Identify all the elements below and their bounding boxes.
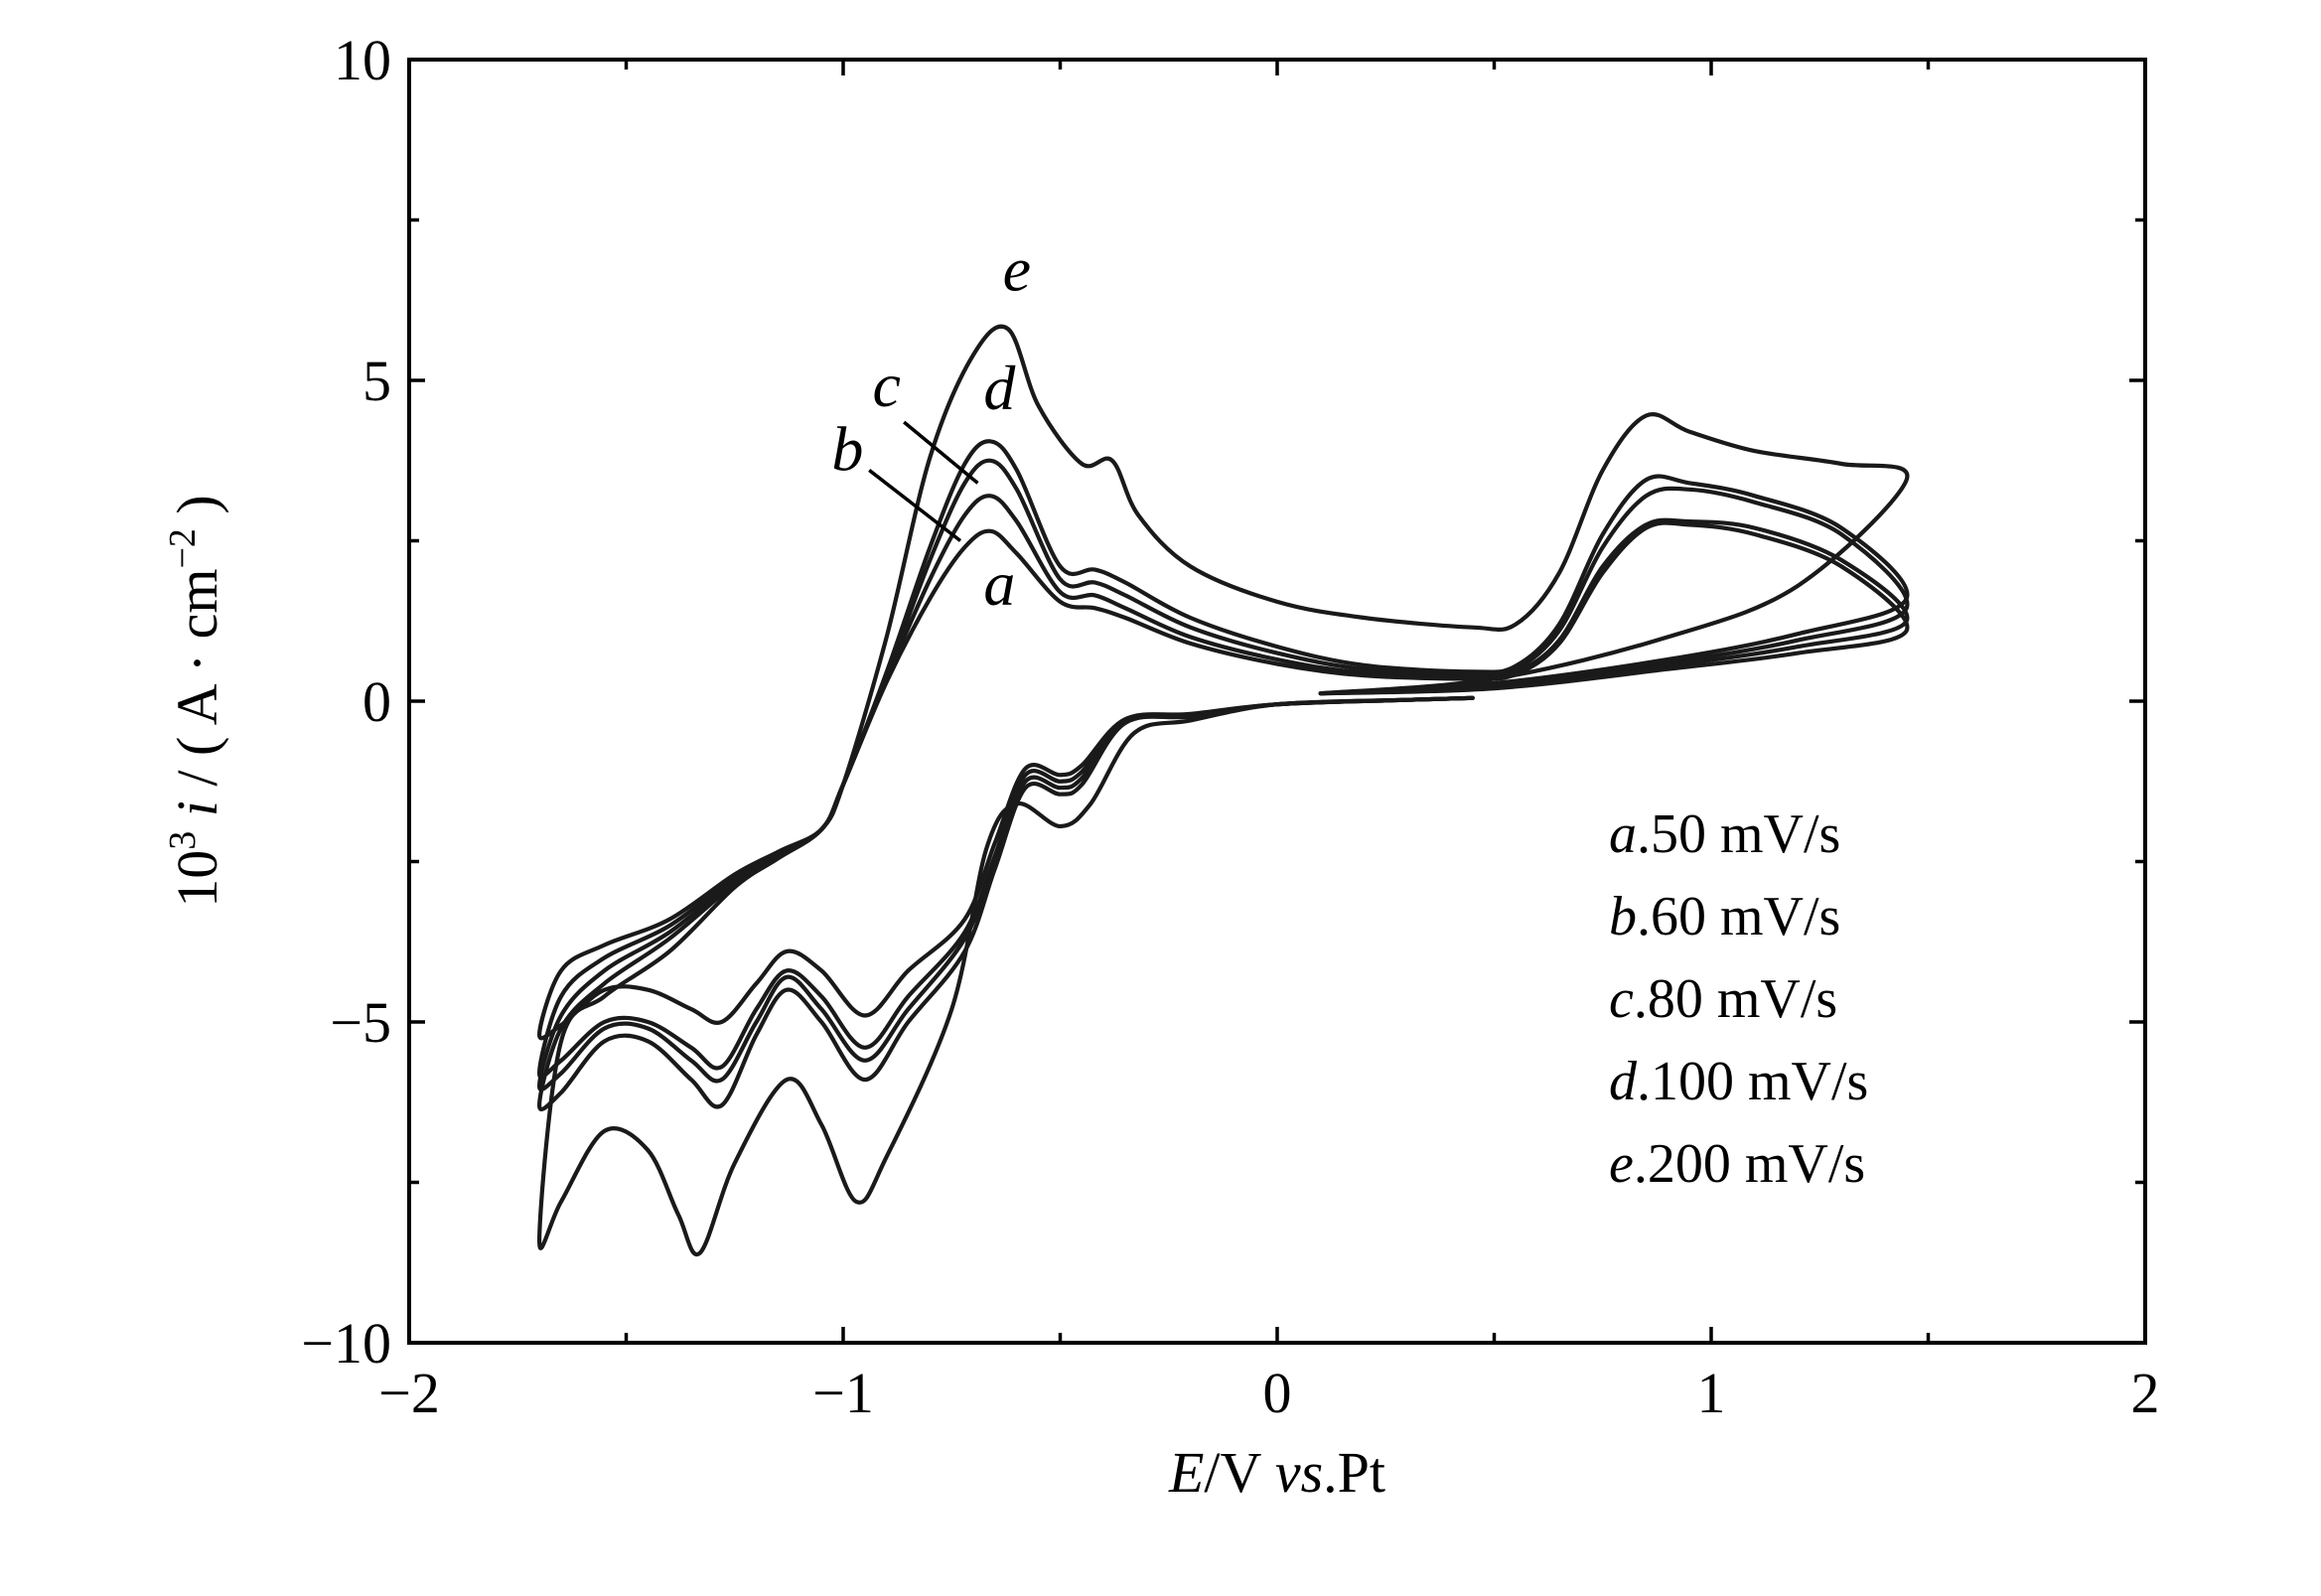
x-tick-label: 2 [2131, 1361, 2160, 1425]
legend: a.50 mV/sb.60 mV/sc.80 mV/sd.100 mV/se.2… [1609, 803, 1868, 1195]
curve-label-d: d [983, 353, 1016, 423]
x-tick-label: 0 [1263, 1361, 1292, 1425]
curve-labels: ed cb a [831, 234, 1031, 620]
y-tick-label: 10 [334, 28, 391, 92]
x-axis-title-unit: /V [1204, 1440, 1274, 1505]
leader-line-b [868, 469, 962, 542]
y-tick-label: −5 [330, 990, 391, 1055]
y-axis-title-close: ) [165, 495, 229, 528]
x-axis-ticks: −2 −1 0 1 2 [378, 60, 2160, 1425]
legend-entry-rate: .60 mV/s [1637, 886, 1840, 947]
legend-entry-a: a.50 mV/s [1609, 803, 1840, 865]
y-tick-label: −10 [301, 1311, 391, 1376]
curve-label-e: e [1003, 234, 1031, 305]
legend-entry-letter: d [1609, 1051, 1638, 1112]
x-tick-label: −1 [812, 1361, 874, 1425]
legend-entry-rate: .100 mV/s [1637, 1051, 1868, 1112]
curve-label-a: a [983, 548, 1015, 619]
y-axis-title-exponent: 3 [162, 831, 204, 850]
x-axis-title-reference: .Pt [1323, 1440, 1385, 1505]
x-tick-label: −2 [378, 1361, 440, 1425]
legend-entry-rate: .50 mV/s [1637, 803, 1840, 865]
legend-entry-rate: .80 mV/s [1634, 968, 1837, 1030]
legend-entry-e: e.200 mV/s [1609, 1133, 1865, 1195]
y-axis-ticks: −10 −5 0 5 10 [301, 28, 2145, 1376]
y-axis-title-unit-exponent: −2 [162, 528, 204, 568]
cv-curve-e [537, 324, 1910, 1257]
x-axis-title-vs: vs [1275, 1440, 1323, 1505]
curve-label-b: b [831, 413, 863, 484]
legend-entry-b: b.60 mV/s [1609, 886, 1840, 947]
y-axis-title-unit: / ( A · cm [165, 569, 229, 801]
curve-leader-lines [868, 420, 979, 542]
x-axis-title-symbol: E [1168, 1440, 1204, 1505]
legend-entry-d: d.100 mV/s [1609, 1051, 1868, 1112]
legend-entry-rate: .200 mV/s [1634, 1133, 1865, 1195]
y-axis-title-variable: i [165, 800, 229, 831]
x-axis-title: E/V vs.Pt [1168, 1440, 1385, 1505]
y-axis-title: 103 i / ( A · cm−2 ) [162, 495, 229, 907]
legend-entry-letter: c [1609, 968, 1634, 1030]
y-axis-title-prefix: 10 [165, 850, 229, 908]
curve-label-c: c [872, 350, 900, 420]
voltammogram-curves [537, 324, 1910, 1257]
leader-line-c [903, 420, 979, 485]
y-tick-label: 5 [363, 349, 391, 413]
legend-entry-letter: a [1609, 803, 1637, 865]
y-tick-label: 0 [363, 669, 391, 734]
x-tick-label: 1 [1697, 1361, 1726, 1425]
legend-entry-letter: e [1609, 1133, 1634, 1195]
legend-entry-c: c.80 mV/s [1609, 968, 1837, 1030]
legend-entry-letter: b [1609, 886, 1637, 947]
